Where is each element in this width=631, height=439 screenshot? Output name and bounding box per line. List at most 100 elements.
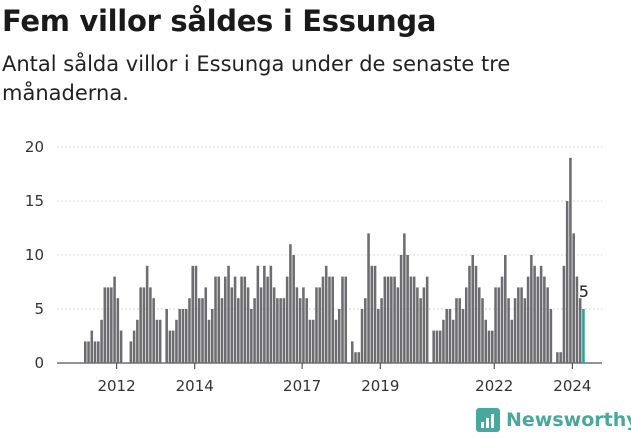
bar <box>419 298 422 363</box>
y-tick-label: 15 <box>25 192 44 210</box>
bar <box>311 319 315 363</box>
bar <box>451 319 455 363</box>
bar <box>396 287 400 363</box>
bar <box>406 255 409 363</box>
bar <box>438 330 442 363</box>
bar <box>543 276 546 363</box>
y-tick-label: 20 <box>25 138 44 156</box>
latest-value-label: 5 <box>579 282 589 301</box>
bar <box>546 287 549 363</box>
bar <box>240 276 243 363</box>
bar <box>250 309 253 363</box>
bar <box>233 276 237 363</box>
bar <box>136 319 139 363</box>
bar <box>106 287 110 363</box>
bar <box>279 298 282 363</box>
bar <box>425 276 429 363</box>
bar <box>152 298 155 363</box>
bar <box>504 255 507 363</box>
bar <box>188 298 191 363</box>
bar <box>386 276 390 363</box>
bar <box>559 352 562 363</box>
bar <box>445 309 448 363</box>
bar <box>116 298 120 363</box>
bar <box>373 265 377 363</box>
bar-latest <box>582 309 585 363</box>
bar <box>305 298 308 363</box>
bar <box>403 233 406 363</box>
bar <box>442 319 445 363</box>
bar <box>321 276 325 363</box>
bar <box>272 287 276 363</box>
bar <box>455 298 458 363</box>
bar <box>464 287 468 363</box>
bar <box>331 276 335 363</box>
x-tick-label: 2014 <box>176 377 214 395</box>
bar <box>341 276 344 363</box>
bar <box>422 287 426 363</box>
bar <box>344 276 348 363</box>
bar <box>171 330 175 363</box>
bar <box>572 233 575 363</box>
bar <box>165 309 168 363</box>
x-tick-label: 2019 <box>361 377 399 395</box>
bar <box>263 265 266 363</box>
bar <box>370 265 374 363</box>
bar <box>110 287 113 363</box>
bar <box>217 276 221 363</box>
bar <box>481 298 484 363</box>
bar <box>380 298 383 363</box>
bar <box>354 352 357 363</box>
bar <box>145 265 149 363</box>
bar <box>468 265 471 363</box>
bar <box>435 330 439 363</box>
newsworthy-logo-text: Newsworthy <box>506 409 631 431</box>
bar <box>507 298 510 363</box>
bar <box>556 352 559 363</box>
bar <box>526 276 530 363</box>
bar <box>337 309 341 363</box>
bar <box>328 276 331 363</box>
bar <box>181 309 185 363</box>
bar <box>536 276 540 363</box>
chart-title: Fem villor såldes i Essunga <box>2 4 437 38</box>
bar <box>103 287 107 363</box>
bar <box>84 341 87 363</box>
bar <box>201 298 204 363</box>
bar <box>191 265 195 363</box>
bar <box>214 276 217 363</box>
bar <box>100 319 103 363</box>
bar <box>178 309 181 363</box>
bar <box>578 298 582 363</box>
x-tick-label: 2017 <box>283 377 321 395</box>
bar <box>119 330 123 363</box>
bar <box>243 276 247 363</box>
bar <box>308 319 312 363</box>
bar <box>175 319 178 363</box>
bar <box>474 265 478 363</box>
bar <box>224 276 227 363</box>
x-tick-label: 2012 <box>97 377 135 395</box>
bar <box>155 319 159 363</box>
y-tick-label: 5 <box>34 300 44 318</box>
bar <box>282 298 286 363</box>
bar <box>399 255 403 363</box>
bar <box>295 287 299 363</box>
bar <box>409 276 413 363</box>
bar <box>285 276 289 363</box>
bar <box>530 255 533 363</box>
bar <box>269 265 273 363</box>
bar <box>517 287 520 363</box>
bar <box>484 319 488 363</box>
bar <box>416 287 419 363</box>
x-tick-label: 2024 <box>553 377 591 395</box>
bar <box>210 309 214 363</box>
bar <box>448 309 452 363</box>
bar <box>520 287 523 363</box>
bar <box>142 287 146 363</box>
bar <box>412 276 416 363</box>
x-tick-label: 2022 <box>475 377 513 395</box>
bar <box>158 319 162 363</box>
bar <box>227 265 230 363</box>
